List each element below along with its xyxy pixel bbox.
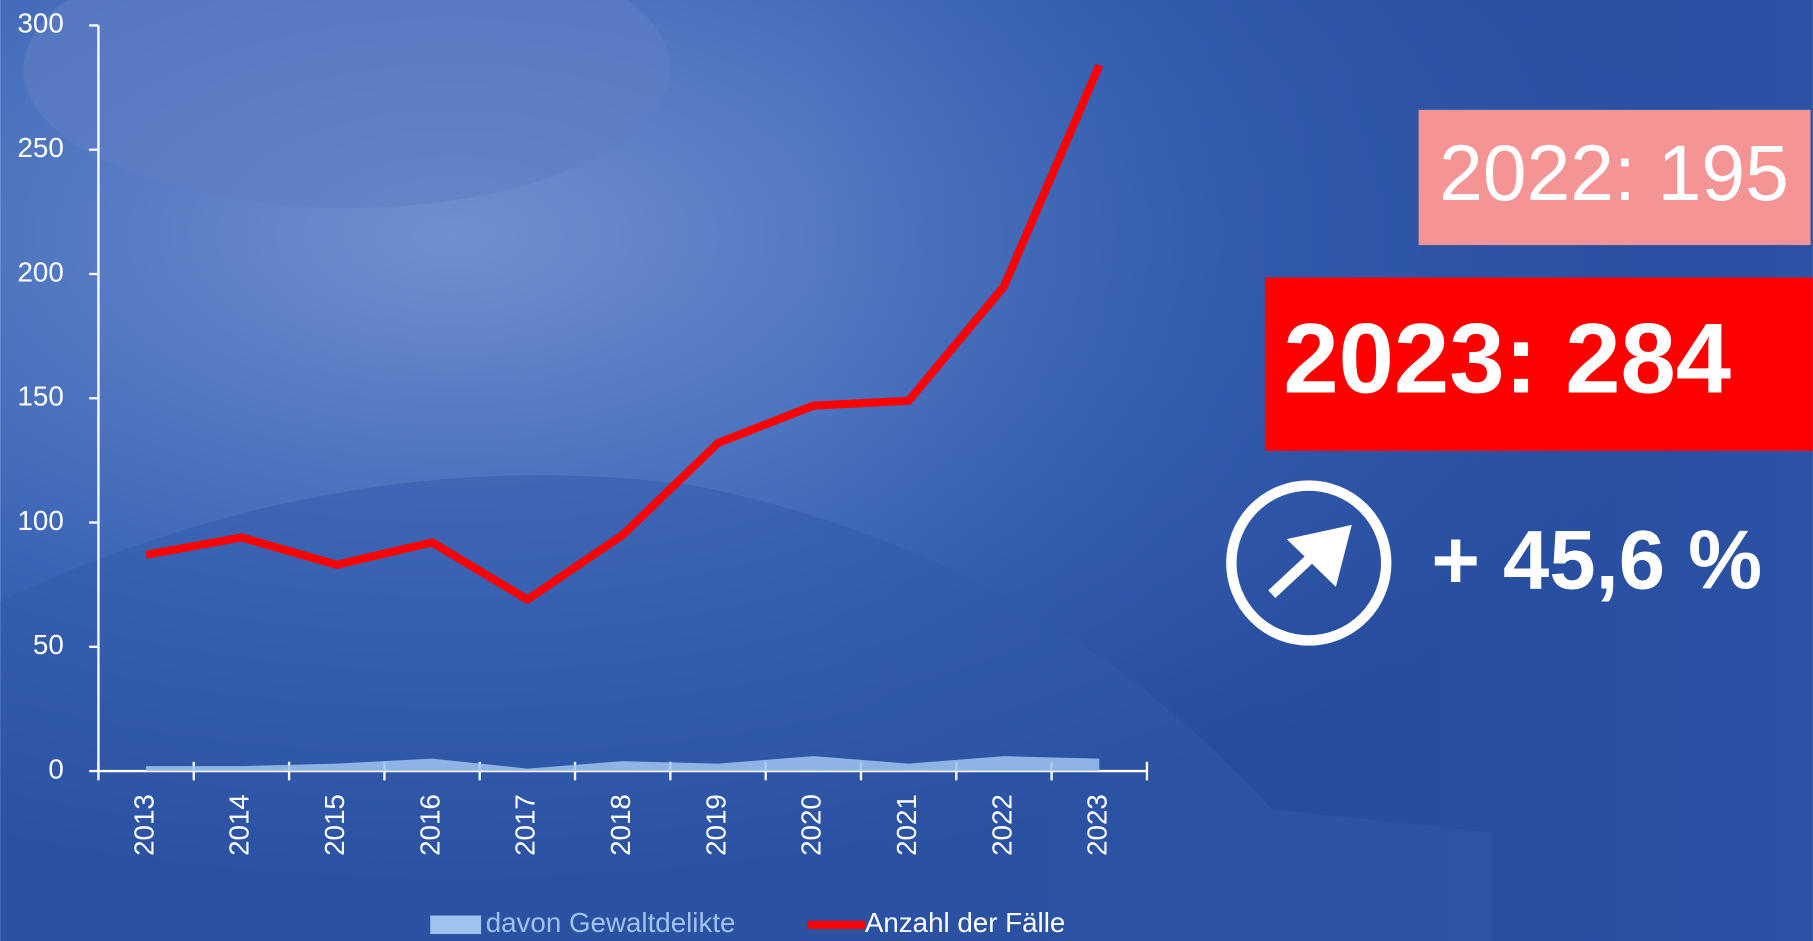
y-tick-label: 300: [17, 8, 63, 39]
x-tick-label: 2020: [796, 794, 827, 856]
y-tick-label: 200: [17, 256, 63, 287]
x-tick-label: 2013: [128, 794, 159, 856]
x-tick-label: 2021: [891, 794, 922, 856]
chart: 2022: 195 2023: 284 + 45,6 % 0 50 100 150 20…: [0, 0, 1813, 941]
legend-label: davon Gewaltdelikte: [486, 907, 736, 938]
y-tick-label: 50: [33, 629, 64, 660]
annotation: 2022: 195: [1439, 129, 1789, 217]
x-tick-label: 2022: [986, 794, 1017, 856]
y-tick-label: 250: [17, 132, 63, 163]
legend-label: Anzahl der Fälle: [865, 907, 1065, 938]
legend-swatch: [430, 916, 481, 934]
y-tick-label: 150: [17, 381, 63, 412]
page: 2022: 195 2023: 284 + 45,6 % 0 50 100 150 20…: [0, 0, 1813, 941]
x-tick-label: 2014: [224, 794, 255, 856]
x-tick-label: 2023: [1082, 794, 1113, 856]
x-tick-label: 2019: [700, 794, 731, 856]
y-tick-label: 100: [17, 505, 63, 536]
x-tick-label: 2016: [414, 794, 445, 856]
annotation: 2023: 284: [1283, 304, 1731, 415]
x-tick-label: 2017: [510, 794, 541, 856]
annotation: + 45,6 %: [1431, 513, 1762, 606]
x-tick-label: 2018: [605, 794, 636, 856]
x-tick-label: 2015: [319, 794, 350, 856]
y-tick-label: 0: [48, 753, 63, 784]
